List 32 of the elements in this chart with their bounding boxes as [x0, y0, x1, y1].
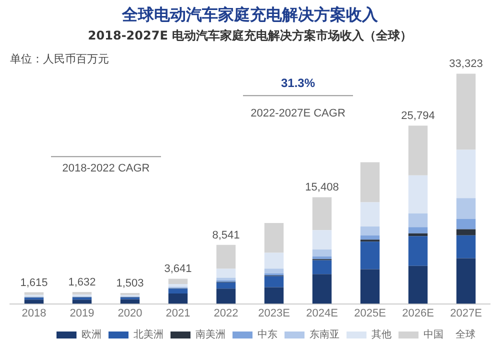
x-tick-label: 2020: [118, 307, 142, 320]
annotation: 15,408: [305, 182, 339, 194]
chart-subtitle: 2018-2027E 电动汽车家庭充电解决方案市场收入（全球）: [88, 28, 412, 43]
legend-label: 欧洲: [82, 328, 102, 341]
annotation: 8,541: [212, 229, 240, 242]
legend-label: 南美洲: [196, 328, 226, 341]
x-tick-label: 2024E: [306, 307, 338, 320]
annotation: 2018-2022 CAGR: [62, 162, 150, 175]
x-tick-label: 2021: [166, 307, 190, 320]
legend-label: 中东: [258, 328, 278, 341]
annotation: 3,641: [164, 263, 192, 276]
legend-label: 其他: [372, 328, 392, 341]
x-tick-label: 2019: [70, 307, 94, 320]
chart-title: 全球电动汽车家庭充电解决方案收入: [121, 4, 379, 24]
legend-label: 中国: [424, 328, 444, 341]
x-tick-label: 2026E: [402, 307, 434, 320]
annotation: 25,794: [401, 110, 435, 122]
x-tick-label: 2023E: [258, 307, 290, 320]
x-tick-label: 2025E: [354, 307, 386, 320]
annotation: 2022-2027E CAGR: [250, 108, 346, 120]
x-tick-label: 2022: [214, 307, 238, 320]
annotation: 33,323: [449, 58, 483, 70]
annotation: 1,503: [116, 278, 144, 290]
annotation: 1,632: [68, 276, 96, 289]
legend-label: 北美洲: [134, 328, 164, 341]
annotation: 31.3%: [280, 76, 316, 90]
annotation: 1,615: [20, 276, 48, 289]
x-tick-label: 2018: [22, 307, 46, 320]
text: 单位：人民币百万元: [10, 52, 109, 66]
text: 全球: [456, 328, 476, 341]
legend-label: 东南亚: [310, 328, 340, 341]
x-tick-label: 2027E: [450, 307, 482, 320]
